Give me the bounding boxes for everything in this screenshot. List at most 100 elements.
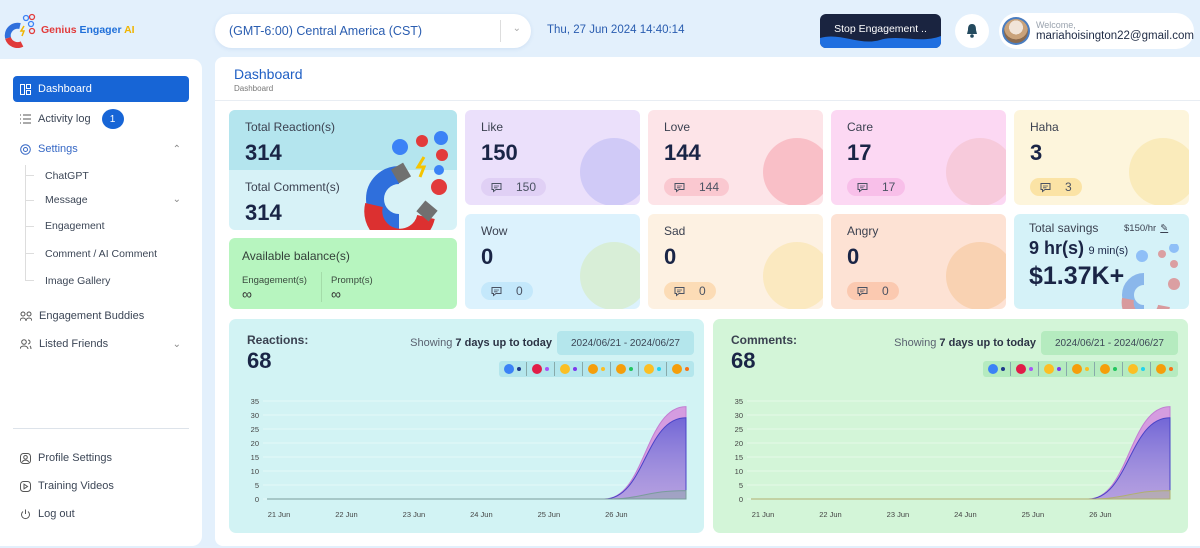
sidebar-item-training-videos[interactable]: Training Videos <box>13 473 189 499</box>
settings-sub-chatgpt[interactable]: ChatGPT <box>45 170 89 182</box>
date-range-picker[interactable]: 2024/06/21 - 2024/06/27 <box>1041 331 1178 355</box>
reactions-chart-card: 0 5 10 15 20 25 30 35 21 Jun 22 Jun 23 Jun 24 Jun 25… <box>229 319 704 533</box>
current-datetime: Thu, 27 Jun 2024 14:40:14 <box>547 24 685 36</box>
reaction-comment-count: 150 <box>481 178 547 196</box>
settings-sub-message[interactable]: Message ⌄ <box>45 194 181 206</box>
legend-item-haha[interactable] <box>583 362 611 376</box>
legend-item-like[interactable] <box>983 362 1011 376</box>
prompt-balance-value: ∞ <box>331 286 341 302</box>
sidebar-item-listed-friends[interactable]: Listed Friends ⌄ <box>13 331 189 357</box>
settings-sub-image-gallery[interactable]: Image Gallery <box>45 275 111 287</box>
x-tick-label: 26 Jun <box>605 510 628 519</box>
comment-icon <box>674 286 685 297</box>
list-icon <box>20 114 31 124</box>
breadcrumb[interactable]: Dashboard <box>234 84 274 93</box>
sidebar-item-log-out[interactable]: Log out <box>13 501 189 527</box>
sidebar-item-engagement-buddies[interactable]: Engagement Buddies <box>13 303 189 329</box>
reaction-value: 0 <box>481 244 494 269</box>
sidebar-item-dashboard[interactable]: Dashboard <box>13 76 189 102</box>
sidebar <box>0 59 202 546</box>
stop-engagement-button[interactable]: Stop Engagement .. <box>820 14 941 48</box>
legend-item-angry[interactable] <box>1151 362 1178 376</box>
love-reaction-icon <box>763 138 823 205</box>
user-profile-menu[interactable]: Welcome, mariahoisington22@gmail.com <box>999 13 1194 49</box>
series-area-2 <box>751 490 1171 500</box>
legend-item-love[interactable] <box>527 362 555 376</box>
reaction-label: Like <box>481 120 504 134</box>
hourly-rate[interactable]: $150/hr ✎ <box>1124 223 1169 234</box>
comment-icon <box>857 286 868 297</box>
tree-branch <box>25 200 34 201</box>
care-emoji-icon <box>1100 364 1110 374</box>
notifications-button[interactable] <box>955 14 989 48</box>
engagement-balance-value: ∞ <box>242 286 252 302</box>
legend-item-haha[interactable] <box>1067 362 1095 376</box>
legend-dot <box>629 367 633 371</box>
video-icon <box>20 480 31 492</box>
engagement-balance-label: Engagement(s) <box>242 275 307 286</box>
reaction-comment-count: 17 <box>847 178 906 196</box>
sidebar-item-settings[interactable]: Settings ⌃ <box>13 136 189 162</box>
magnet-illustration-icon <box>364 131 448 230</box>
chevron-up-icon[interactable]: ⌃ <box>172 143 181 155</box>
legend-item-like[interactable] <box>499 362 527 376</box>
legend-dot <box>1141 367 1145 371</box>
chart-title: Comments: <box>731 333 798 347</box>
y-tick-label: 30 <box>251 411 259 420</box>
legend-item-wow[interactable] <box>555 362 583 376</box>
legend-item-love[interactable] <box>1011 362 1039 376</box>
y-tick-label: 35 <box>735 397 743 406</box>
legend-item-sad[interactable] <box>1123 362 1151 376</box>
sad-emoji-icon <box>1128 364 1138 374</box>
comment-icon <box>491 182 502 193</box>
legend-dot <box>685 367 689 371</box>
sidebar-item-profile-settings[interactable]: Profile Settings <box>13 445 189 471</box>
reaction-comment-count: 0 <box>664 282 716 300</box>
comments-chart-card: 0 5 10 15 20 25 30 35 21 Jun 22 Jun 23 Jun 24 Jun 25… <box>713 319 1188 533</box>
series-area-2 <box>267 490 687 500</box>
timezone-value: (GMT-6:00) Central America (CST) <box>229 24 423 38</box>
edit-pencil-icon[interactable]: ✎ <box>1160 223 1169 234</box>
bell-icon <box>967 24 977 38</box>
dashboard-icon <box>20 83 31 95</box>
legend-item-wow[interactable] <box>1039 362 1067 376</box>
legend-item-angry[interactable] <box>667 362 694 376</box>
care-emoji-icon <box>616 364 626 374</box>
chevron-down-icon[interactable]: ⌄ <box>172 194 181 205</box>
legend-item-care[interactable] <box>611 362 639 376</box>
activity-count-badge: 1 <box>101 109 124 129</box>
chevron-down-icon[interactable]: ⌄ <box>512 23 521 34</box>
reaction-value: 3 <box>1030 140 1043 165</box>
reaction-label: Angry <box>847 224 879 238</box>
chart-range-caption: Showing 7 days up to today <box>894 337 1036 349</box>
reaction-comment-count: 144 <box>664 178 730 196</box>
x-tick-label: 22 Jun <box>335 510 358 519</box>
balance-divider <box>321 272 322 302</box>
legend-item-sad[interactable] <box>639 362 667 376</box>
y-tick-label: 30 <box>735 411 743 420</box>
sidebar-item-activity-log[interactable]: Activity log 1 <box>13 106 189 132</box>
settings-sub-comment[interactable]: Comment / AI Comment <box>45 248 158 260</box>
legend-item-care[interactable] <box>1095 362 1123 376</box>
timezone-select[interactable]: (GMT-6:00) Central America (CST) ⌄ <box>215 14 531 48</box>
area-chart: 0 5 10 15 20 25 30 35 21 Jun 22 Jun 23 Jun 24 Jun 25… <box>251 397 687 519</box>
app-logo[interactable]: Genius Engager AI <box>2 12 135 48</box>
chevron-down-icon[interactable]: ⌄ <box>172 338 181 350</box>
date-range-picker[interactable]: 2024/06/21 - 2024/06/27 <box>557 331 694 355</box>
reaction-card-sad: Sad 0 0 <box>648 214 823 309</box>
angry-emoji-icon <box>1156 364 1166 374</box>
y-tick-label: 25 <box>251 425 259 434</box>
logo-text: Genius Engager AI <box>41 24 135 36</box>
y-tick-label: 15 <box>735 453 743 462</box>
settings-sub-engagement[interactable]: Engagement <box>45 220 105 232</box>
saved-time: 9 hr(s) 9 min(s) <box>1029 238 1129 258</box>
magnet-illustration-icon <box>1121 244 1180 309</box>
reaction-value: 144 <box>664 140 701 165</box>
legend-dot <box>1169 367 1173 371</box>
chart-range-caption: Showing 7 days up to today <box>410 337 552 349</box>
prompt-balance-label: Prompt(s) <box>331 275 373 286</box>
love-emoji-icon <box>1016 364 1026 374</box>
x-tick-label: 24 Jun <box>954 510 977 519</box>
like-emoji-icon <box>988 364 998 374</box>
comment-icon <box>674 182 685 193</box>
